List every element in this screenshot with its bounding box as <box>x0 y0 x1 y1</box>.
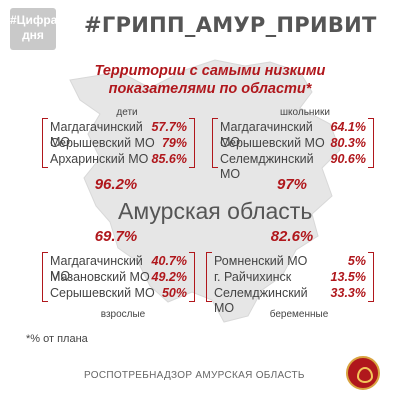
digit-of-day-badge: #Цифра дня <box>10 8 58 50</box>
infographic-heading: Территории с самыми низкими показателями… <box>60 62 360 98</box>
bracket-right <box>189 118 195 168</box>
group-total-pregnant: 82.6% <box>270 228 314 245</box>
district-name: Селемджинский МО <box>214 286 308 315</box>
district-value: 40.7% <box>151 254 187 268</box>
group-label-adults: взрослые <box>100 309 146 320</box>
table-row: г. Райчихинск 13.5% <box>214 270 366 285</box>
bracket-left <box>212 118 218 168</box>
district-value: 50% <box>161 286 187 300</box>
group-box-pregnant: Ромненский МО 5% г. Райчихинск 13.5% Сел… <box>206 252 374 315</box>
group-box-schoolchildren: Магдагачинский МО 64.1% Серышевский МО 8… <box>212 118 374 181</box>
district-value: 5% <box>347 254 366 268</box>
district-name: Серышевский МО <box>220 136 325 150</box>
table-row: Мазановский МО 49.2% <box>50 270 187 285</box>
bracket-right <box>368 118 374 168</box>
bracket-left <box>42 252 48 302</box>
district-value: 90.6% <box>330 152 366 166</box>
bracket-right <box>368 252 374 302</box>
district-name: Магдагачинский МО <box>50 120 143 149</box>
district-name: Мазановский МО <box>50 270 150 284</box>
table-row: Магдагачинский МО 64.1% <box>220 120 366 150</box>
district-value: 64.1% <box>330 120 366 134</box>
table-row: Селемджинский МО 90.6% <box>220 152 366 182</box>
district-name: Магдагачинский МО <box>50 254 143 283</box>
group-total-schoolchildren: 97% <box>276 176 308 193</box>
district-value: 57.7% <box>151 120 187 134</box>
bracket-left <box>42 118 48 168</box>
group-total-children: 96.2% <box>94 176 138 193</box>
table-row: Серышевский МО 79% <box>50 136 187 151</box>
source-label: РОСПОТРЕБНАДЗОР АМУРСКАЯ ОБЛАСТЬ <box>84 370 305 381</box>
district-value: 85.6% <box>151 152 187 166</box>
district-name: Архаринский МО <box>50 152 149 166</box>
table-row: Магдагачинский МО 57.7% <box>50 120 187 150</box>
district-value: 13.5% <box>330 270 366 284</box>
district-name: Селемджинский МО <box>220 152 314 181</box>
heading-line-1: Территории с самыми низкими <box>94 63 326 79</box>
district-name: Серышевский МО <box>50 286 155 300</box>
table-row: Серышевский МО 80.3% <box>220 136 366 151</box>
table-row: Магдагачинский МО 40.7% <box>50 254 187 284</box>
table-row: Серышевский МО 50% <box>50 286 187 301</box>
region-title: Амурская область <box>118 198 313 224</box>
bracket-right <box>189 252 195 302</box>
group-label-schoolchildren: школьники <box>280 107 330 118</box>
district-value: 80.3% <box>330 136 366 150</box>
plan-footnote: *% от плана <box>26 333 88 345</box>
district-value: 49.2% <box>151 270 187 284</box>
campaign-hashtag: #ГРИПП_АМУР_ПРИВИТ <box>84 13 377 37</box>
group-box-adults: Магдагачинский МО 40.7% Мазановский МО 4… <box>42 252 195 302</box>
badge-line-1: #Цифра <box>10 13 58 27</box>
district-value: 79% <box>161 136 187 150</box>
group-label-children: дети <box>116 107 138 118</box>
district-name: Магдагачинский МО <box>220 120 313 149</box>
badge-line-2: дня <box>22 28 44 42</box>
table-row: Архаринский МО 85.6% <box>50 152 187 167</box>
group-label-pregnant: беременные <box>269 309 329 320</box>
rospotrebnadzor-emblem-icon <box>346 356 380 390</box>
district-name: г. Райчихинск <box>214 270 292 284</box>
district-name: Ромненский МО <box>214 254 308 268</box>
bracket-left <box>206 252 212 302</box>
table-row: Ромненский МО 5% <box>214 254 366 269</box>
district-value: 33.3% <box>330 286 366 300</box>
table-row: Селемджинский МО 33.3% <box>214 286 366 316</box>
district-name: Серышевский МО <box>50 136 155 150</box>
heading-line-2: показателями по области* <box>108 81 312 97</box>
group-total-adults: 69.7% <box>94 228 138 245</box>
group-box-children: Магдагачинский МО 57.7% Серышевский МО 7… <box>42 118 195 168</box>
